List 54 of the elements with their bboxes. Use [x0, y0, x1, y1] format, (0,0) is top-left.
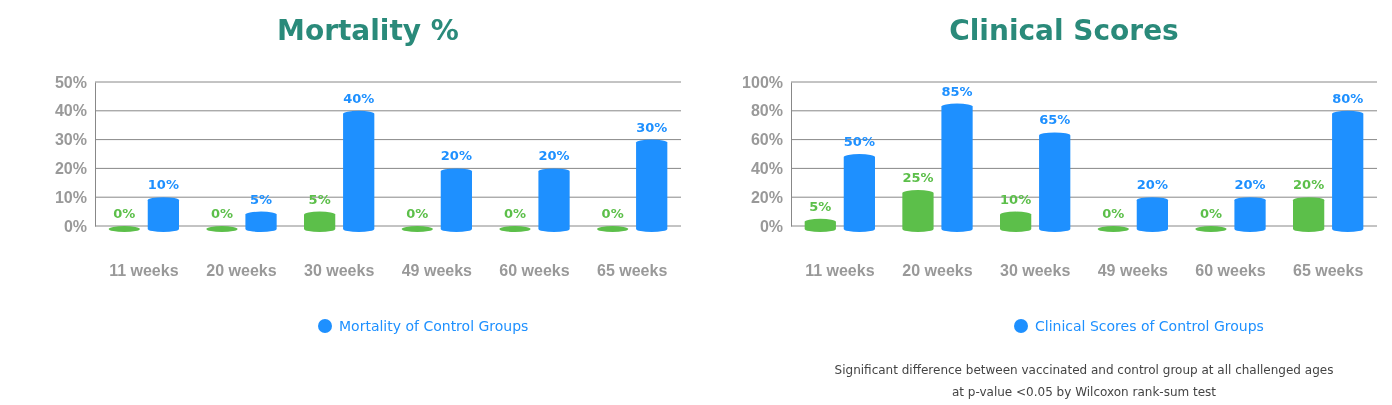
y-tick-label: 40% [54, 102, 87, 120]
y-tick-label: 20% [54, 160, 87, 178]
data-label: 0% [406, 206, 429, 221]
chart-title: Mortality % [277, 14, 459, 47]
x-tick-label: 20 weeks [206, 262, 277, 280]
y-tick-label: 0% [759, 217, 783, 235]
y-tick-label: 50% [54, 73, 87, 91]
data-label: 5% [809, 198, 832, 214]
data-label: 40% [343, 90, 375, 106]
y-tick-label: 20% [750, 188, 783, 206]
data-label: 5% [308, 191, 331, 207]
data-label: 50% [843, 134, 875, 149]
x-tick-label: 60 weeks [499, 262, 570, 280]
data-label: 20% [440, 148, 472, 164]
x-tick-label: 30 weeks [1000, 262, 1071, 280]
data-label: 20% [1136, 177, 1168, 193]
x-tick-label: 60 weeks [1195, 262, 1266, 280]
data-label: 0% [210, 206, 234, 221]
data-label: 10% [1000, 191, 1032, 207]
text: at p-value <0.05 by Wilcoxon rank-sum test [951, 385, 1217, 399]
data-label: 0% [601, 206, 624, 221]
data-label: 20% [1293, 177, 1325, 193]
data-label: 0% [503, 206, 527, 221]
data-label: 0% [113, 206, 136, 221]
x-tick-label: 65 weeks [597, 262, 668, 280]
x-tick-label: 11 weeks [109, 262, 179, 280]
x-tick-label: 49 weeks [1097, 262, 1169, 280]
x-tick-label: 49 weeks [401, 262, 473, 280]
data-label: 85% [941, 83, 973, 99]
data-label: 10% [147, 177, 179, 193]
data-label: 0% [1199, 206, 1223, 221]
data-label: 30% [636, 119, 668, 135]
data-label: 20% [538, 148, 570, 164]
legend-label: Clinical Scores of Control Groups [1035, 318, 1264, 334]
data-label: 5% [249, 191, 273, 207]
y-tick-label: 60% [750, 131, 783, 149]
y-tick-label: 80% [750, 102, 783, 120]
x-tick-label: 65 weeks [1293, 262, 1364, 280]
y-tick-label: 10% [54, 188, 87, 206]
x-tick-label: 30 weeks [304, 262, 375, 280]
data-label: 65% [1039, 112, 1071, 128]
y-tick-label: 30% [54, 131, 87, 149]
chart-title: Clinical Scores [949, 14, 1179, 47]
legend-label: Mortality of Control Groups [339, 318, 529, 334]
x-tick-label: 20 weeks [902, 262, 973, 280]
y-tick-label: 100% [742, 73, 783, 91]
data-label: 80% [1332, 90, 1364, 106]
y-tick-label: 40% [750, 160, 783, 178]
x-tick-label: 11 weeks [805, 262, 875, 280]
data-label: 25% [902, 170, 934, 185]
data-label: 0% [1102, 206, 1125, 221]
y-tick-label: 0% [63, 217, 87, 235]
text: Significant difference between vaccinated and control group at all challenged ages [834, 363, 1334, 377]
data-label: 20% [1234, 177, 1266, 193]
